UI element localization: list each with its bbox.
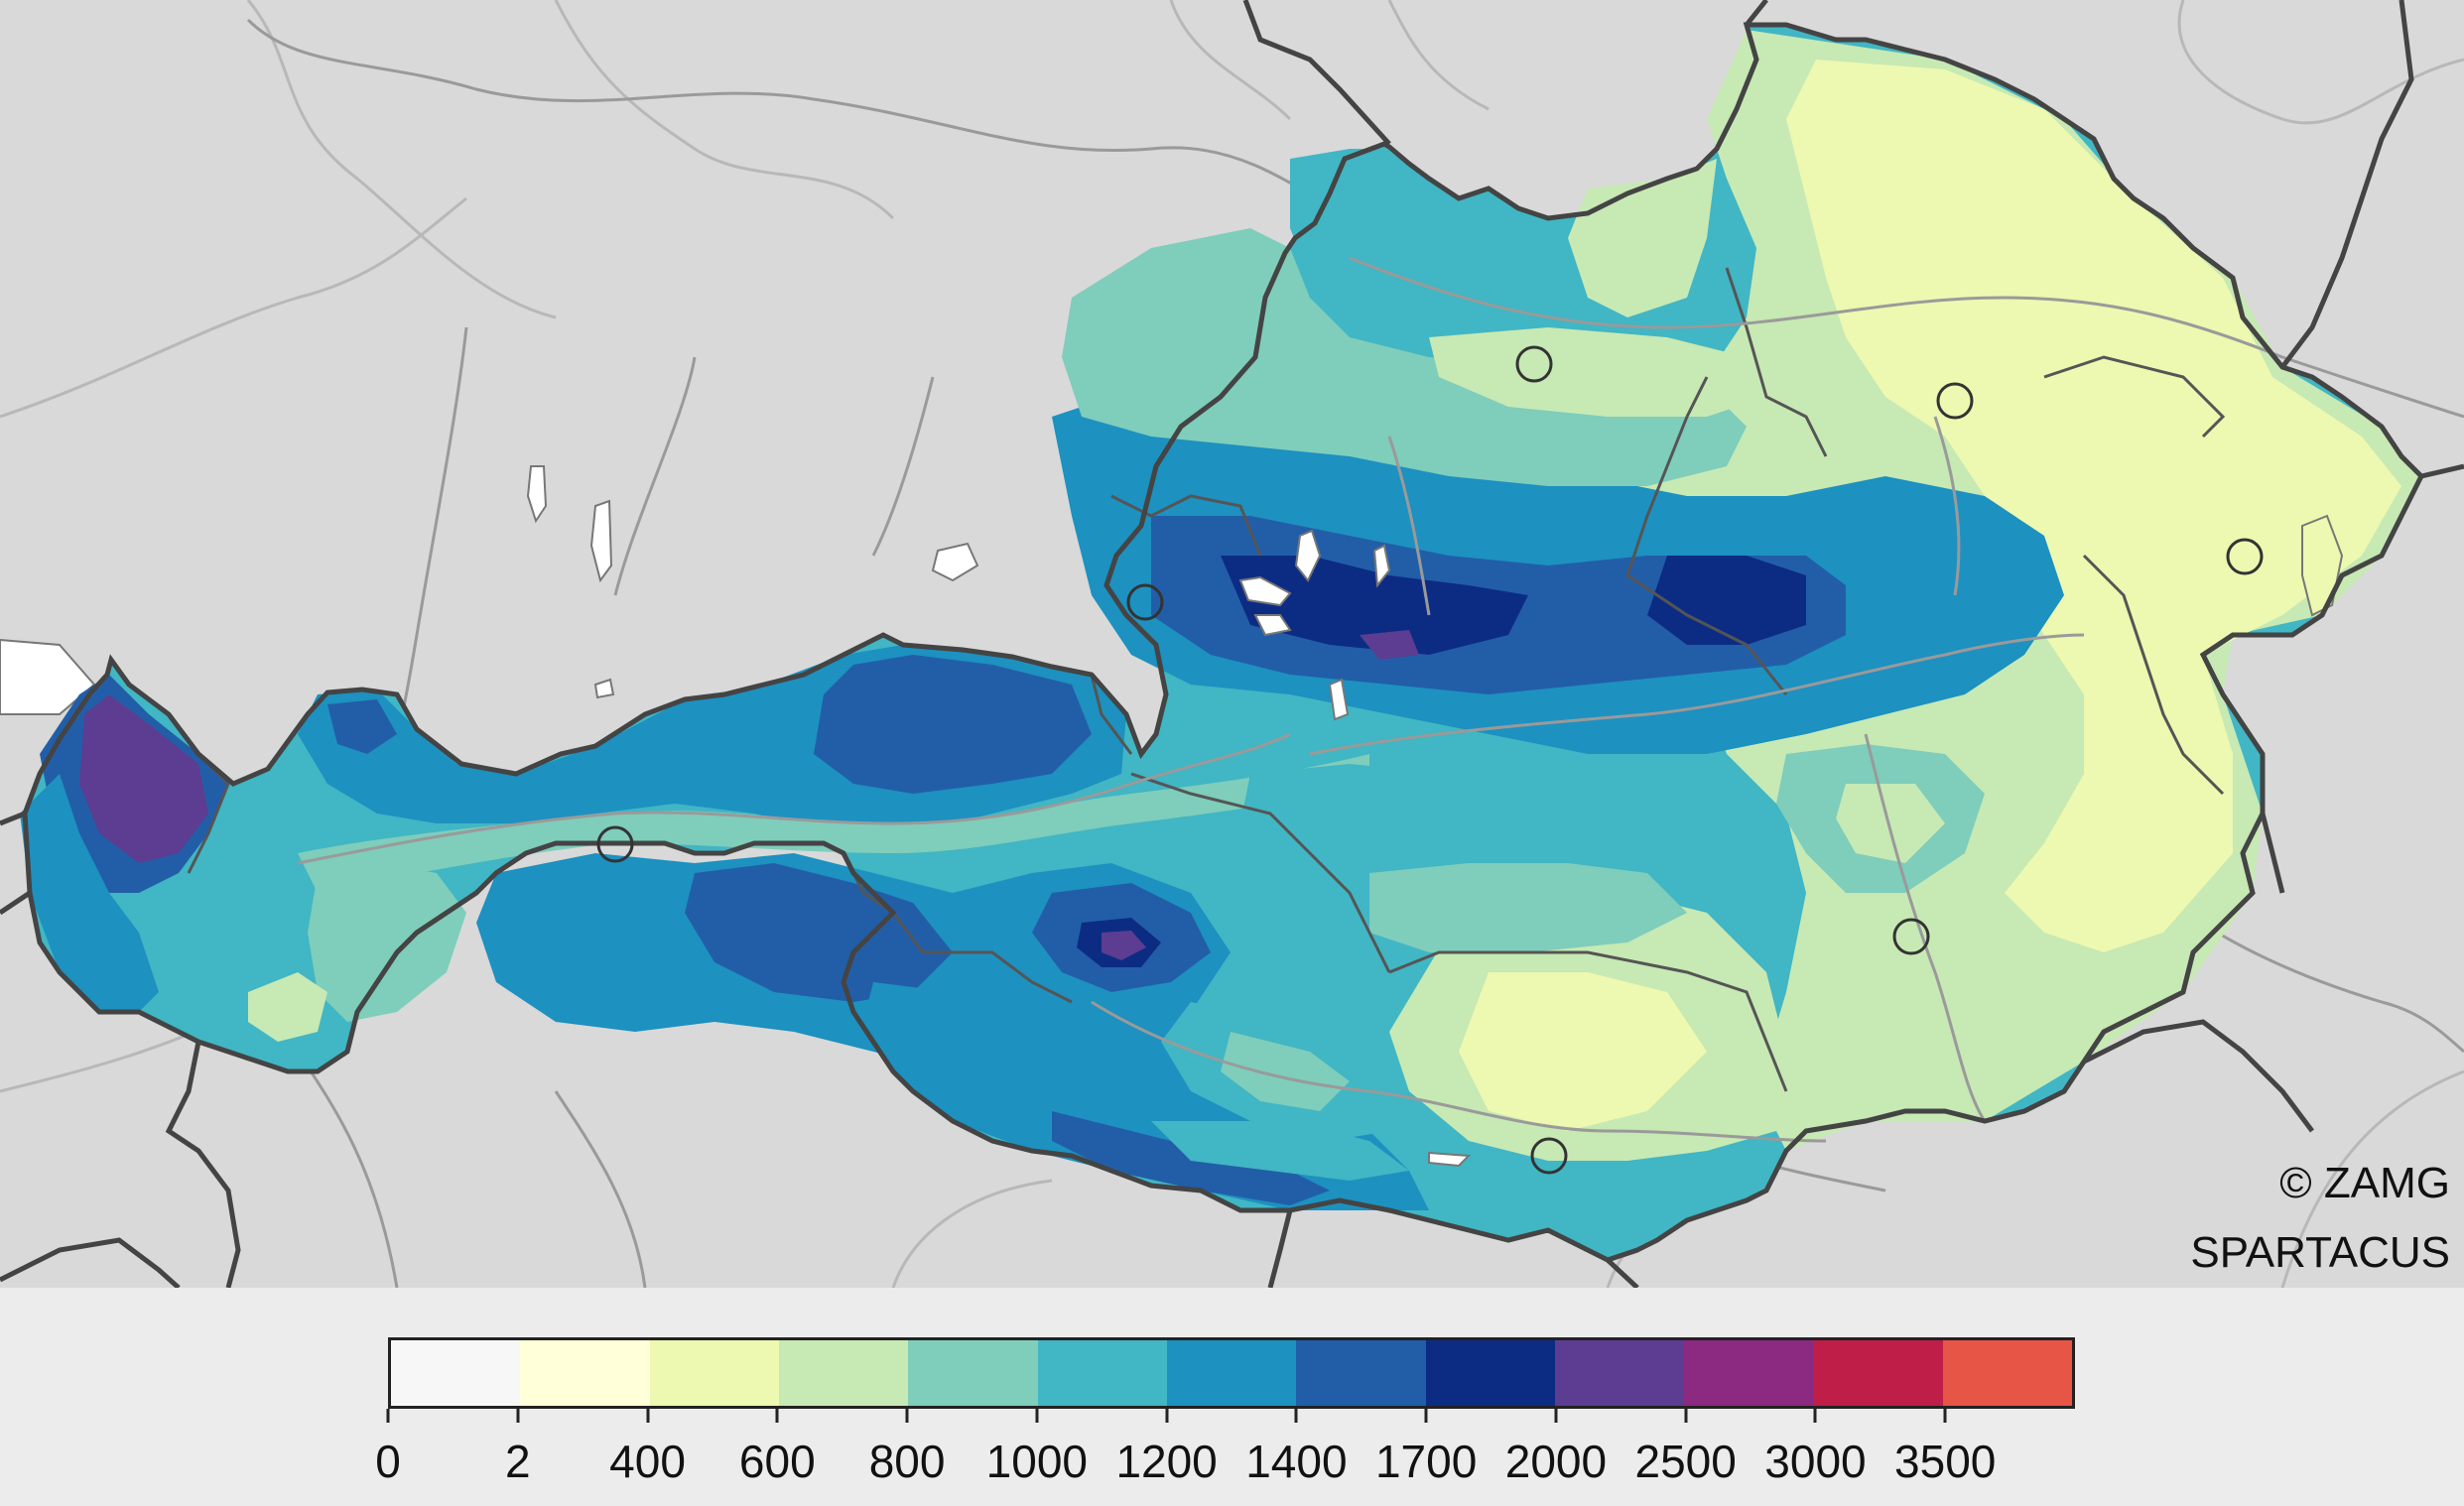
dataset-credit: SPARTACUS — [2190, 1228, 2450, 1277]
legend-tick-label: 2 — [504, 1436, 531, 1487]
legend-tick-label: 3500 — [1894, 1436, 1997, 1487]
station-marker — [596, 825, 634, 863]
legend-tick — [775, 1409, 779, 1423]
state-borders — [187, 267, 2226, 1092]
legend-tick-label: 1000 — [985, 1436, 1089, 1487]
legend-swatch — [391, 1340, 521, 1406]
station-marker — [1530, 1137, 1568, 1175]
legend-tick — [1424, 1409, 1428, 1423]
legend-tick-label: 0 — [375, 1436, 401, 1487]
legend-tick — [1294, 1409, 1298, 1423]
legend-swatch — [520, 1340, 650, 1406]
legend-swatch — [649, 1340, 779, 1406]
national-borders — [0, 0, 2464, 1288]
legend-tick-label: 800 — [868, 1436, 946, 1487]
legend-labels: 0 2 400 600 800 1000 1200 1400 1700 2000 2500 3000 3… — [375, 1435, 2075, 1494]
station-marker — [1515, 345, 1553, 383]
legend-tick-label: 1700 — [1374, 1436, 1478, 1487]
neighbour-lakes — [0, 465, 979, 715]
austria-border — [22, 22, 2425, 1263]
legend-tick — [1684, 1409, 1688, 1423]
legend-swatch — [908, 1340, 1038, 1406]
legend-ticks — [386, 1409, 2075, 1425]
legend-tick-label: 600 — [738, 1436, 816, 1487]
station-marker — [1892, 918, 1930, 955]
legend-tick — [1165, 1409, 1169, 1423]
legend-swatch — [1296, 1340, 1426, 1406]
legend-tick — [1035, 1409, 1039, 1423]
legend-swatch — [1554, 1340, 1685, 1406]
station-markers — [596, 345, 2264, 1175]
legend-tick-label: 400 — [609, 1436, 686, 1487]
station-marker — [2226, 538, 2264, 575]
austria-rivers — [297, 256, 2464, 1143]
legend-tick — [646, 1409, 650, 1423]
station-marker — [1126, 583, 1164, 621]
legend-tick — [386, 1409, 390, 1423]
legend-colorbar — [388, 1337, 2075, 1409]
legend-panel: 0 2 400 600 800 1000 1200 1400 1700 2000 2500 3000 3… — [0, 1288, 2464, 1506]
legend-tick — [1943, 1409, 1947, 1423]
legend-swatch — [778, 1340, 909, 1406]
legend-tick-label: 2500 — [1634, 1436, 1737, 1487]
legend-swatch — [1425, 1340, 1555, 1406]
legend-swatch — [1813, 1340, 1943, 1406]
legend-tick — [1554, 1409, 1558, 1423]
legend-tick-label: 3000 — [1764, 1436, 1867, 1487]
legend-tick-label: 2000 — [1504, 1436, 1608, 1487]
copyright-credit: © ZAMG — [2279, 1159, 2450, 1207]
legend-swatch — [1942, 1340, 2073, 1406]
precipitation-zones — [20, 30, 2421, 1210]
rivers — [246, 18, 2464, 1288]
map-canvas — [0, 0, 2464, 1288]
legend-swatch — [1684, 1340, 1814, 1406]
legend-swatch — [1037, 1340, 1167, 1406]
legend-tick — [516, 1409, 520, 1423]
precipitation-map: © ZAMG SPARTACUS — [0, 0, 2464, 1288]
station-marker — [1936, 382, 1974, 420]
legend-tick — [905, 1409, 909, 1423]
legend-tick-label: 1200 — [1115, 1436, 1218, 1487]
legend-swatch — [1166, 1340, 1297, 1406]
legend-tick-label: 1400 — [1245, 1436, 1348, 1487]
lakes — [1238, 514, 2344, 1168]
legend-tick — [1813, 1409, 1817, 1423]
